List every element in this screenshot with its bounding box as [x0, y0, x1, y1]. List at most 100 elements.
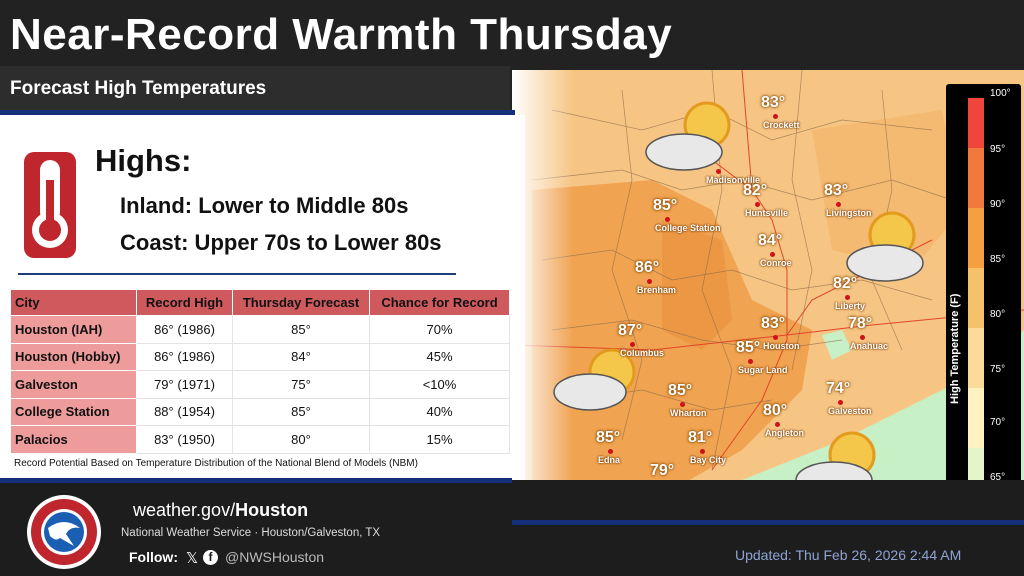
city-temperature: 79° — [650, 462, 675, 479]
value-cell: 75° — [232, 370, 370, 399]
city-cell: Galveston — [10, 370, 137, 399]
city-name: Huntsville — [745, 208, 789, 218]
city-name: Bay City — [690, 455, 727, 465]
table-row: Palacios 83° (1950) 80° 15% — [10, 425, 510, 454]
table-row: Houston (IAH) 86° (1986) 85° 70% — [10, 315, 510, 344]
value-cell: 45% — [369, 342, 510, 371]
city-name: Wharton — [670, 408, 707, 418]
city-marker — [773, 335, 778, 340]
city-name: Livingston — [826, 208, 872, 218]
social-handle[interactable]: @NWSHouston — [225, 549, 325, 565]
nws-logo — [26, 494, 102, 575]
city-temperature: 83° — [761, 94, 786, 111]
temperature-legend: High Temperature (F) 100° 95° 90° 85° 80° 75°… — [946, 84, 1021, 504]
table-note: Record Potential Based on Temperature Di… — [14, 458, 418, 469]
city-name: Angleton — [765, 428, 804, 438]
column-header: Thursday Forecast — [232, 289, 370, 316]
subtitle-bar: Forecast High Temperatures — [0, 66, 510, 112]
website-link[interactable]: weather.gov/Houston — [133, 500, 308, 521]
value-cell: 79° (1971) — [136, 370, 233, 399]
city-temperature: 86° — [635, 259, 660, 276]
city-temperature: 83° — [824, 182, 849, 199]
city-marker — [647, 279, 652, 284]
value-cell: 85° — [232, 315, 370, 344]
legend-tick: 95° — [990, 144, 1006, 155]
office-name: National Weather Service · Houston/Galve… — [121, 527, 381, 539]
city-cell: Palacios — [10, 425, 137, 454]
column-header: Record High — [136, 289, 233, 316]
city-temperature: 82° — [833, 275, 858, 292]
value-cell: 88° (1954) — [136, 397, 233, 426]
value-cell: 84° — [232, 342, 370, 371]
section-divider — [18, 273, 456, 275]
city-name: Sugar Land — [738, 365, 788, 375]
value-cell: 86° (1986) — [136, 315, 233, 344]
city-temperature: 87° — [618, 322, 643, 339]
value-cell: 70% — [369, 315, 510, 344]
city-name: Brenham — [637, 285, 677, 295]
value-cell: 86° (1986) — [136, 342, 233, 371]
city-temperature: 81° — [688, 429, 713, 446]
city-marker — [630, 342, 635, 347]
page-title: Near-Record Warmth Thursday — [10, 10, 673, 59]
city-marker — [755, 202, 760, 207]
footer-divider — [0, 478, 512, 483]
city-temperature: 84° — [758, 232, 783, 249]
city-marker — [838, 400, 843, 405]
value-cell: 83° (1950) — [136, 425, 233, 454]
footer-divider — [512, 520, 1024, 525]
city-name: Galveston — [828, 406, 872, 416]
city-marker — [665, 217, 670, 222]
partly-cloudy-icon — [553, 348, 636, 411]
legend-tick: 70° — [990, 417, 1006, 428]
facebook-icon[interactable]: f — [203, 550, 218, 565]
city-name: Conroe — [760, 258, 792, 268]
city-temperature: 80° — [763, 402, 788, 419]
updated-timestamp: Updated: Thu Feb 26, 2026 2:44 AM — [735, 547, 962, 563]
city-name: Crockett — [763, 120, 800, 130]
website-office: Houston — [235, 500, 309, 520]
thermometer-icon — [22, 150, 78, 265]
city-cell: Houston (IAH) — [10, 315, 137, 344]
value-cell: <10% — [369, 370, 510, 399]
legend-tick: 100° — [990, 88, 1011, 99]
legend-title: High Temperature (F) — [949, 293, 961, 404]
city-marker — [860, 335, 865, 340]
value-cell: 80° — [232, 425, 370, 454]
record-table: City Record High Thursday Forecast Chanc… — [10, 289, 510, 454]
temperature-map — [512, 70, 1024, 522]
legend-colorbar — [968, 98, 984, 488]
city-marker — [770, 252, 775, 257]
value-cell: 15% — [369, 425, 510, 454]
city-marker — [836, 202, 841, 207]
column-header: Chance for Record — [369, 289, 510, 316]
header: Near-Record Warmth Thursday — [0, 0, 1024, 70]
follow-label: Follow: — [129, 549, 178, 565]
city-name: Columbus — [620, 348, 664, 358]
city-temperature: 85° — [736, 339, 761, 356]
city-name: Houston — [763, 341, 800, 351]
city-name: College Station — [655, 223, 721, 233]
city-cell: Houston (Hobby) — [10, 342, 137, 371]
legend-tick: 90° — [990, 199, 1006, 210]
footer — [0, 480, 1024, 576]
city-marker — [700, 449, 705, 454]
x-icon[interactable]: 𝕏 — [186, 550, 199, 567]
column-header: City — [10, 289, 137, 316]
city-marker — [716, 169, 721, 174]
city-marker — [845, 295, 850, 300]
website-prefix: weather.gov/ — [133, 500, 236, 520]
legend-tick: 65° — [990, 472, 1006, 483]
partly-cloudy-icon — [645, 101, 731, 171]
value-cell: 85° — [232, 397, 370, 426]
city-temperature: 85° — [653, 197, 678, 214]
table-row: Houston (Hobby) 86° (1986) 84° 45% — [10, 342, 510, 371]
city-marker — [608, 449, 613, 454]
city-temperature: 85° — [668, 382, 693, 399]
city-name: Liberty — [835, 301, 866, 311]
city-marker — [680, 402, 685, 407]
city-cell: College Station — [10, 397, 137, 426]
city-marker — [748, 359, 753, 364]
city-name: Edna — [598, 455, 621, 465]
